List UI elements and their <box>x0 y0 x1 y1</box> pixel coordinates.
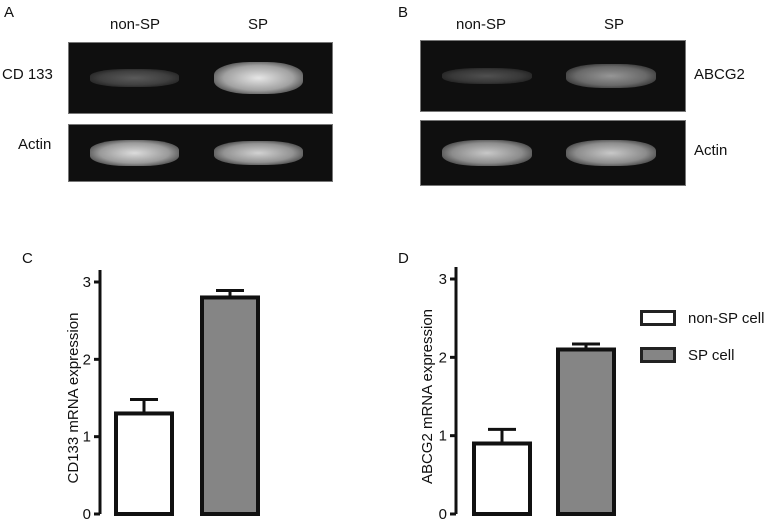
y-axis-label-d: ABCG2 mRNA expression <box>419 309 436 484</box>
row-label-actin-b: Actin <box>694 142 728 159</box>
band-actin-b-sp <box>566 139 656 167</box>
legend-label-sp: SP cell <box>688 347 735 364</box>
legend-swatch-non-sp <box>640 310 676 326</box>
band-cd133-non-sp <box>90 69 180 87</box>
panel-label-d: D <box>398 250 409 267</box>
gel-abcg2 <box>420 40 686 112</box>
y-tick-label-d-2: 2 <box>439 349 447 366</box>
y-tick-label-c-0: 0 <box>83 506 91 522</box>
lane-label-b-non-sp: non-SP <box>456 16 507 33</box>
row-label-actin-a: Actin <box>18 136 52 153</box>
y-tick-label-d-0: 0 <box>439 506 447 522</box>
band-actin-a-non-sp <box>90 140 180 166</box>
bar-c-0 <box>114 411 174 517</box>
legend-label-non-sp: non-SP cell <box>688 310 765 327</box>
lane-label-a-sp: SP <box>248 16 269 33</box>
gel-cd133 <box>68 42 333 114</box>
band-abcg2-non-sp <box>442 67 532 85</box>
legend-swatch-sp <box>640 347 676 363</box>
y-tick-label-d-3: 3 <box>439 271 447 288</box>
y-tick-label-d-1: 1 <box>439 428 447 445</box>
panel-label-b: B <box>398 4 409 21</box>
band-abcg2-sp <box>566 63 656 89</box>
y-tick-label-c-1: 1 <box>83 429 91 446</box>
row-label-abcg2: ABCG2 <box>694 66 745 83</box>
band-actin-a-sp <box>213 140 304 166</box>
bar-c-1 <box>200 295 260 517</box>
panel-label-a: A <box>4 4 15 21</box>
band-actin-b-non-sp <box>442 139 532 167</box>
panel-label-c: C <box>22 250 33 267</box>
y-tick-label-c-3: 3 <box>83 274 91 291</box>
gel-actin-b <box>420 120 686 186</box>
y-tick-label-c-2: 2 <box>83 351 91 368</box>
lane-label-a-non-sp: non-SP <box>110 16 161 33</box>
bar-d-1 <box>556 347 616 516</box>
y-axis-label-c: CD133 mRNA expression <box>65 313 82 484</box>
row-label-cd133: CD 133 <box>2 66 53 83</box>
bar-d-0 <box>472 441 532 516</box>
gel-actin-a <box>68 124 333 182</box>
band-cd133-sp <box>213 61 304 95</box>
lane-label-b-sp: SP <box>604 16 625 33</box>
